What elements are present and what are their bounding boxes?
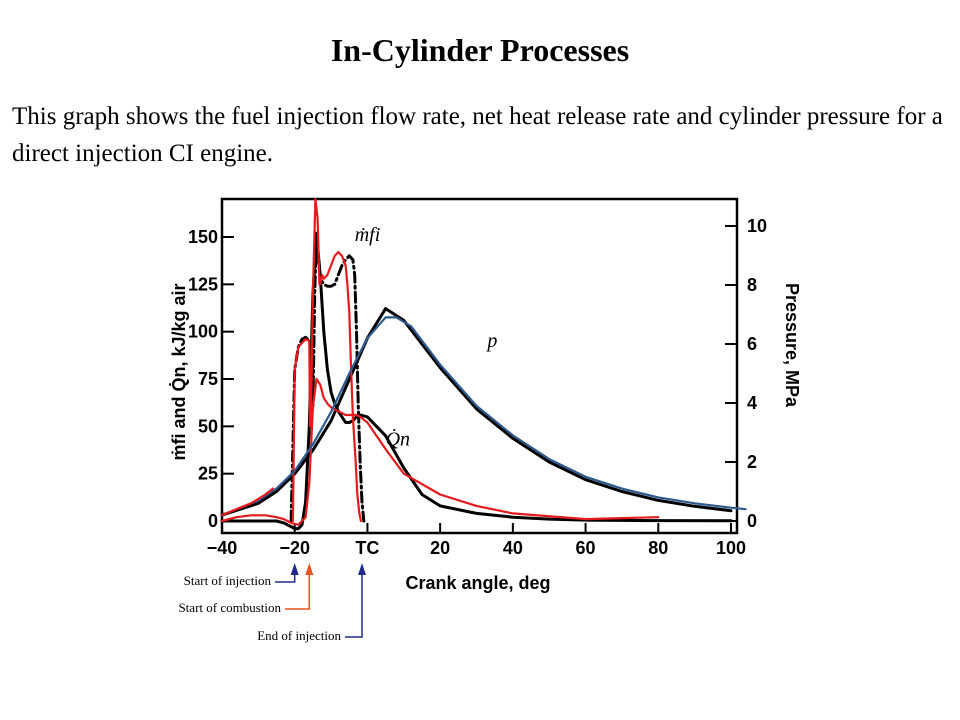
plot-frame <box>220 197 739 535</box>
series-line-2 <box>289 235 366 523</box>
axis-ticks: −40 −20 TC 20 40 60 80 100025507510012515002468… <box>188 216 767 558</box>
y-left-tick-label-2: 50 <box>198 416 218 436</box>
x-tick-label-0: −40 <box>207 538 238 558</box>
annotation-leader-1 <box>285 569 311 610</box>
x-tick-label-2: TC <box>355 538 379 558</box>
series-line-6 <box>220 487 274 517</box>
annotation-arrowhead-0 <box>290 563 299 575</box>
curve-label-2: Q̇n <box>386 427 410 450</box>
annotation-label-2: End of injection <box>257 628 341 643</box>
y-right-tick-label-2: 4 <box>747 393 757 413</box>
x-tick-label-3: 20 <box>430 538 450 558</box>
slide-title: In-Cylinder Processes <box>330 32 630 68</box>
series-line-0 <box>220 307 733 517</box>
curve-labels: ṁfi p Q̇n <box>355 224 498 450</box>
series-line-1 <box>220 231 733 531</box>
y-right-tick-label-3: 6 <box>747 334 757 354</box>
annotation-arrows <box>275 563 366 638</box>
y-left-tick-label-4: 100 <box>188 322 218 342</box>
annotation-arrowhead-2 <box>358 563 366 575</box>
annotation-leader-2 <box>345 569 363 638</box>
x-tick-label-7: 100 <box>716 538 746 558</box>
y-left-tick-label-0: 0 <box>208 511 218 531</box>
y-right-tick-label-0: 0 <box>747 511 757 531</box>
series-layer <box>220 198 747 531</box>
y-right-tick-label-4: 8 <box>747 275 757 295</box>
y-left-tick-label-3: 75 <box>198 369 218 389</box>
x-axis-title: Crank angle, deg <box>405 573 550 593</box>
y-left-tick-label-1: 25 <box>198 464 218 484</box>
annotation-label-0: Start of injection <box>183 573 271 588</box>
series-line-3 <box>291 198 362 523</box>
y-right-tick-label-5: 10 <box>747 216 767 236</box>
curve-label-1: p <box>485 330 497 352</box>
x-tick-label-5: 60 <box>576 538 596 558</box>
y-left-tick-label-6: 150 <box>188 227 218 247</box>
series-line-4 <box>220 377 660 526</box>
annotation-label-1: Start of combustion <box>178 600 281 615</box>
y-axis-left-title: ṁfi and Q̇n, kJ/kg air <box>168 283 189 460</box>
annotation-arrowhead-1 <box>305 563 314 575</box>
x-tick-label-1: −20 <box>279 538 310 558</box>
series-line-5 <box>220 316 747 517</box>
slide-description: This graph shows the fuel injection flow… <box>12 103 943 167</box>
x-tick-label-6: 80 <box>648 538 668 558</box>
plot-border <box>220 197 739 535</box>
y-left-tick-label-5: 125 <box>188 274 218 294</box>
annotation-leader-0 <box>275 569 296 583</box>
curve-label-0: ṁfi <box>355 224 381 246</box>
y-axis-right-title: Pressure, MPa <box>782 283 802 408</box>
x-tick-label-4: 40 <box>503 538 523 558</box>
y-right-tick-label-1: 2 <box>747 452 757 472</box>
